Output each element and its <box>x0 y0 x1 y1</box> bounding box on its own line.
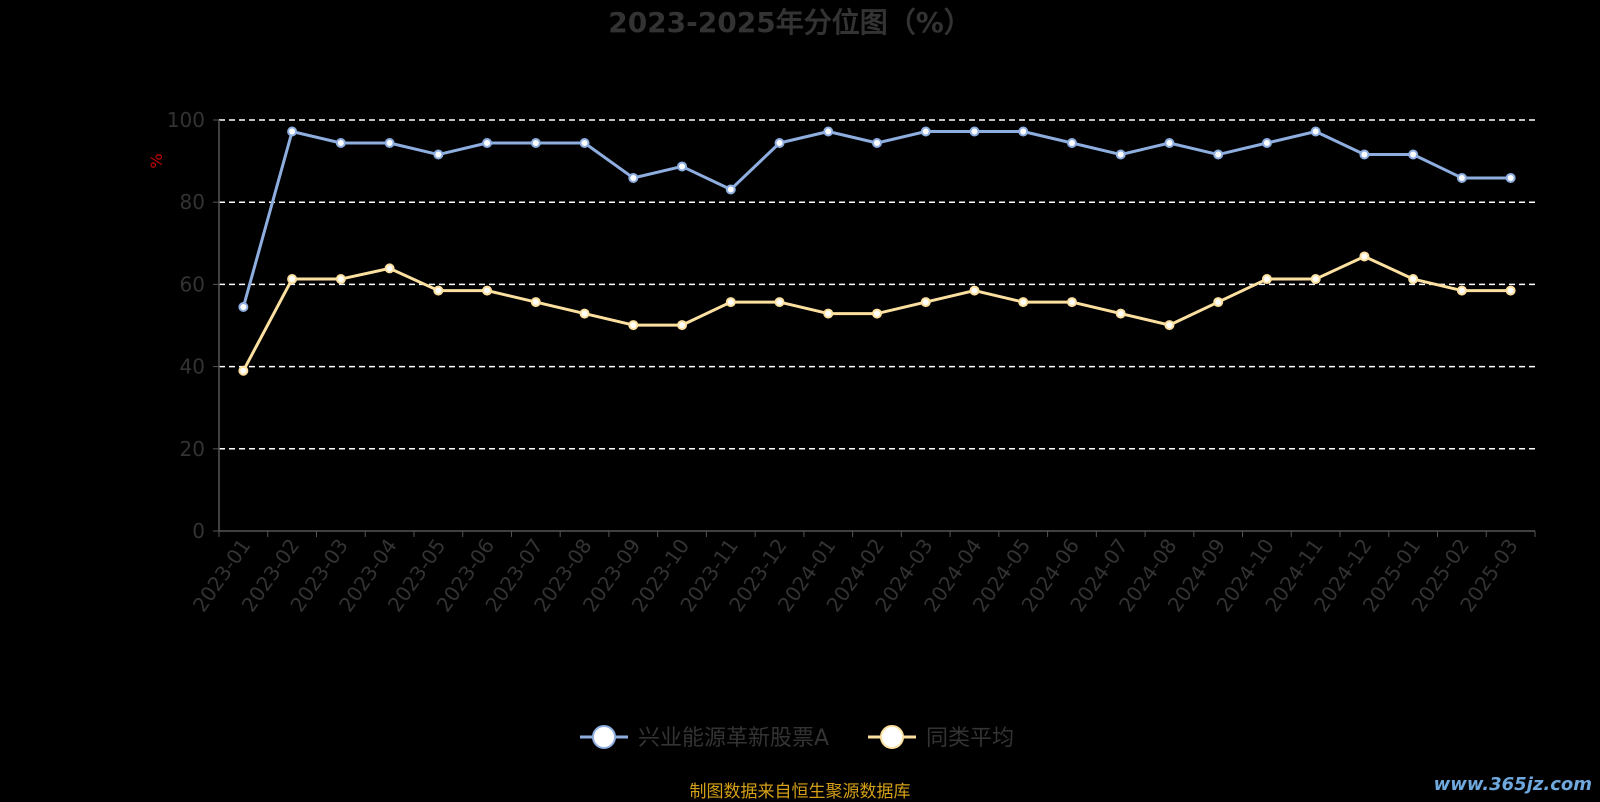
data-point[interactable] <box>872 308 882 319</box>
series-layer <box>238 126 1516 376</box>
data-point[interactable] <box>1018 297 1029 308</box>
data-point[interactable] <box>823 308 834 319</box>
series-group <box>238 126 1516 313</box>
data-point[interactable] <box>1018 126 1029 137</box>
data-point[interactable] <box>335 274 346 285</box>
y-tick-label: 80 <box>180 190 205 214</box>
data-point[interactable] <box>1115 308 1126 319</box>
data-point[interactable] <box>774 297 785 308</box>
series-group <box>238 251 1516 376</box>
data-point[interactable] <box>1115 149 1126 160</box>
y-tick-label: 100 <box>167 108 205 132</box>
data-point[interactable] <box>433 285 444 296</box>
series-line <box>241 130 1511 308</box>
data-point[interactable] <box>287 274 298 285</box>
data-point[interactable] <box>1261 274 1272 285</box>
y-tick-label: 20 <box>180 437 205 461</box>
legend-marker <box>592 725 616 749</box>
y-tick-label: 60 <box>180 272 205 296</box>
data-point[interactable] <box>725 184 736 195</box>
data-point[interactable] <box>384 138 395 149</box>
data-point[interactable] <box>920 297 931 308</box>
y-tick-label: 0 <box>192 519 205 543</box>
legend-label: 兴业能源革新股票A <box>638 726 829 751</box>
data-point[interactable] <box>677 320 688 331</box>
data-point[interactable] <box>238 302 249 313</box>
data-point[interactable] <box>579 308 590 319</box>
data-point[interactable] <box>1066 138 1077 149</box>
legend-marker <box>880 725 904 749</box>
data-point[interactable] <box>628 320 639 331</box>
data-point[interactable] <box>628 172 639 183</box>
data-point[interactable] <box>1408 274 1419 285</box>
data-point[interactable] <box>1359 251 1370 262</box>
data-point[interactable] <box>920 126 931 137</box>
data-point[interactable] <box>335 138 346 149</box>
y-tick-label: 40 <box>180 355 205 379</box>
data-point[interactable] <box>530 297 541 308</box>
data-point[interactable] <box>482 285 493 296</box>
data-point[interactable] <box>1066 297 1077 308</box>
chart-title: 2023-2025年分位图（%） <box>608 6 972 39</box>
source-note: 制图数据来自恒生聚源数据库 <box>689 782 911 802</box>
watermark: www.365jz.com <box>1433 774 1592 795</box>
data-point[interactable] <box>969 285 980 296</box>
data-point[interactable] <box>774 138 785 149</box>
data-point[interactable] <box>433 149 444 160</box>
data-point[interactable] <box>482 138 493 149</box>
y-axis-unit: % <box>147 153 166 168</box>
legend-item[interactable]: 同类平均 <box>868 725 1014 751</box>
data-point[interactable] <box>823 126 834 137</box>
data-point[interactable] <box>1310 274 1321 285</box>
grid <box>219 119 1535 450</box>
data-point[interactable] <box>1310 126 1321 137</box>
data-point[interactable] <box>1505 172 1516 183</box>
data-point[interactable] <box>725 297 736 308</box>
data-point[interactable] <box>969 126 980 137</box>
legend-label: 同类平均 <box>926 726 1014 751</box>
data-point[interactable] <box>1408 149 1419 160</box>
data-point[interactable] <box>530 138 541 149</box>
data-point[interactable] <box>238 365 249 376</box>
axes: 0204060801002023-012023-022023-032023-04… <box>167 108 1536 616</box>
data-point[interactable] <box>1505 285 1516 296</box>
legend[interactable]: 兴业能源革新股票A 同类平均 <box>580 725 1014 751</box>
legend-item[interactable]: 兴业能源革新股票A <box>580 725 829 751</box>
data-point[interactable] <box>1359 149 1370 160</box>
data-point[interactable] <box>579 138 590 149</box>
data-point[interactable] <box>677 161 688 172</box>
data-point[interactable] <box>1213 297 1224 308</box>
data-point[interactable] <box>1456 172 1467 183</box>
data-point[interactable] <box>1164 320 1175 331</box>
data-point[interactable] <box>287 126 298 137</box>
data-point[interactable] <box>1213 149 1224 160</box>
data-point[interactable] <box>872 138 882 149</box>
data-point[interactable] <box>1164 138 1175 149</box>
data-point[interactable] <box>384 263 395 274</box>
data-point[interactable] <box>1456 285 1467 296</box>
data-point[interactable] <box>1261 138 1272 149</box>
